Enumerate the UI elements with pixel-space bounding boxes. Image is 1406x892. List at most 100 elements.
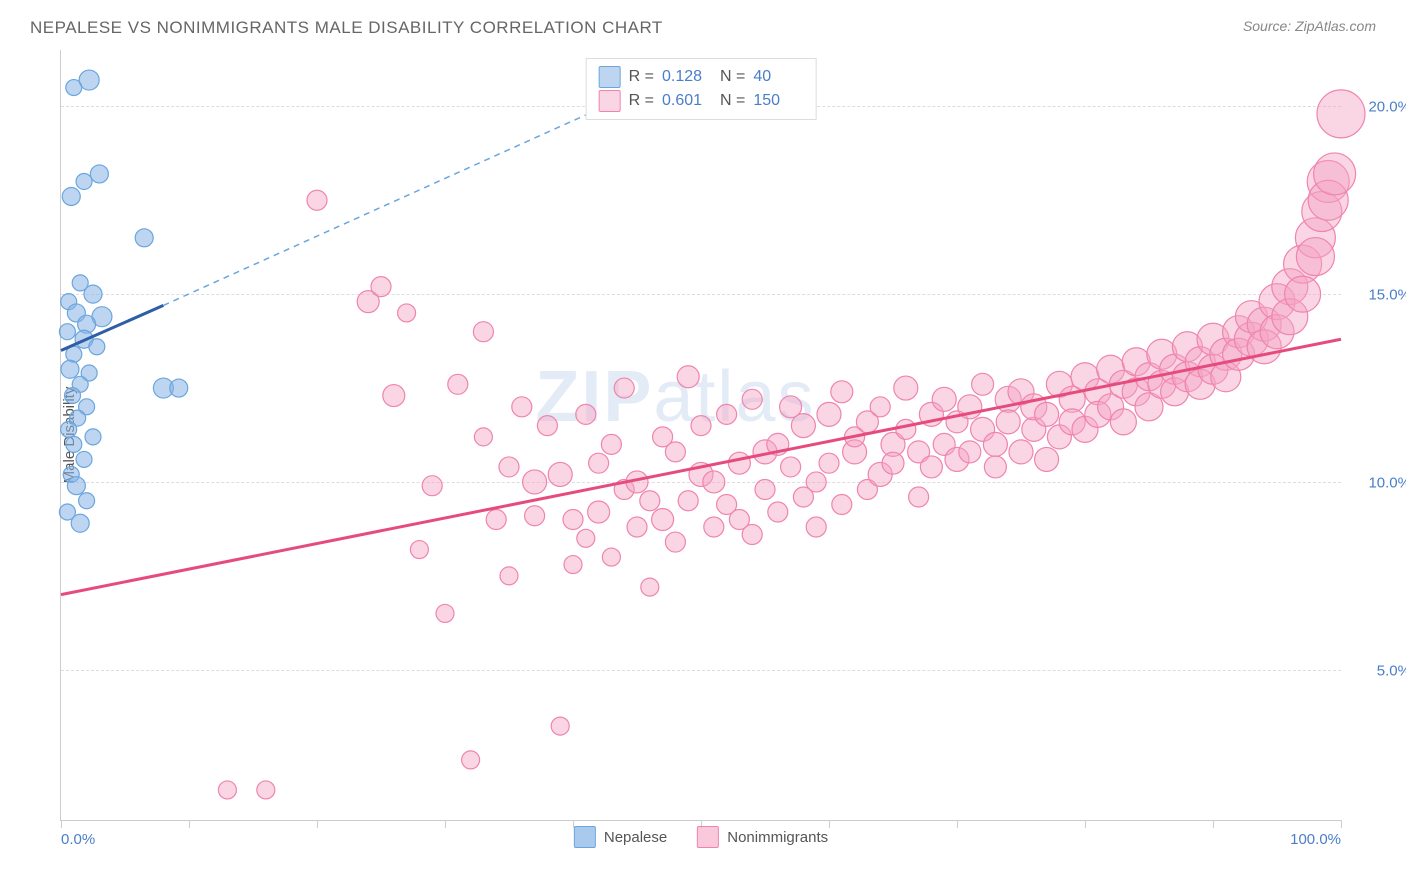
scatter-point (996, 410, 1020, 434)
scatter-point (170, 379, 188, 397)
r-label: R = (629, 89, 654, 113)
scatter-point (665, 442, 685, 462)
scatter-point (1296, 238, 1334, 276)
r-value: 0.601 (662, 89, 712, 113)
scatter-point (65, 388, 81, 404)
scatter-point (677, 366, 699, 388)
scatter-point (564, 556, 582, 574)
scatter-point (371, 277, 391, 297)
scatter-point (66, 80, 82, 96)
scatter-point (768, 502, 788, 522)
scatter-point (500, 567, 518, 585)
n-label: N = (720, 65, 745, 89)
scatter-point (512, 397, 532, 417)
scatter-point (678, 491, 698, 511)
n-value: 40 (753, 65, 803, 89)
scatter-point (983, 432, 1007, 456)
scatter-point (791, 414, 815, 438)
scatter-point (1035, 447, 1059, 471)
scatter-point (817, 402, 841, 426)
scatter-point (588, 501, 610, 523)
x-tick (1085, 820, 1086, 828)
legend-swatch (574, 826, 596, 848)
legend-label: Nepalese (604, 829, 667, 846)
scatter-point (665, 532, 685, 552)
scatter-point (218, 781, 236, 799)
scatter-point (703, 471, 725, 493)
scatter-point (89, 339, 105, 355)
stats-row: R = 0.601 N = 150 (599, 89, 804, 113)
x-tick (317, 820, 318, 828)
x-tick (1213, 820, 1214, 828)
legend-item: Nepalese (574, 826, 667, 848)
scatter-point (614, 378, 634, 398)
scatter-point (473, 322, 493, 342)
scatter-point (920, 456, 942, 478)
scatter-point (62, 187, 80, 205)
scatter-point (1009, 440, 1033, 464)
scatter-point (870, 397, 890, 417)
x-tick (445, 820, 446, 828)
n-label: N = (720, 89, 745, 113)
scatter-point (806, 472, 826, 492)
scatter-point (627, 517, 647, 537)
scatter-point (436, 604, 454, 622)
scatter-point (79, 493, 95, 509)
source-label: Source: (1243, 18, 1295, 34)
scatter-point (61, 360, 79, 378)
scatter-point (641, 578, 659, 596)
x-axis-label-max: 100.0% (1290, 831, 1341, 848)
x-tick (829, 820, 830, 828)
scatter-point (742, 389, 762, 409)
scatter-point (640, 491, 660, 511)
scatter-point (66, 436, 82, 452)
y-tick-label: 5.0% (1351, 662, 1406, 679)
scatter-point (832, 494, 852, 514)
scatter-point (474, 428, 492, 446)
scatter-point (806, 517, 826, 537)
scatter-point (67, 477, 85, 495)
scatter-point (499, 457, 519, 477)
scatter-point (894, 376, 918, 400)
scatter-point (932, 387, 956, 411)
y-tick-label: 15.0% (1351, 287, 1406, 304)
stats-row: R = 0.128 N = 40 (599, 65, 804, 89)
source-attribution: Source: ZipAtlas.com (1243, 18, 1376, 34)
scatter-point (462, 751, 480, 769)
r-value: 0.128 (662, 65, 712, 89)
x-axis-label-min: 0.0% (61, 831, 95, 848)
stats-legend-box: R = 0.128 N = 40 R = 0.601 N = 150 (586, 58, 817, 120)
scatter-point (563, 510, 583, 530)
scatter-point (728, 452, 750, 474)
scatter-point (410, 541, 428, 559)
scatter-point (896, 419, 916, 439)
scatter-point (537, 416, 557, 436)
scatter-point (819, 453, 839, 473)
scatter-point (76, 173, 92, 189)
scatter-point (525, 506, 545, 526)
scatter-point (704, 517, 724, 537)
stats-swatch (599, 66, 621, 88)
r-label: R = (629, 65, 654, 89)
scatter-point (59, 324, 75, 340)
legend-item: Nonimmigrants (697, 826, 828, 848)
scatter-point (61, 421, 77, 437)
scatter-point (84, 285, 102, 303)
scatter-point (1110, 409, 1136, 435)
stats-swatch (599, 90, 621, 112)
legend-swatch (697, 826, 719, 848)
x-tick (189, 820, 190, 828)
scatter-point (909, 487, 929, 507)
scatter-point (383, 385, 405, 407)
scatter-point (589, 453, 609, 473)
scatter-point (523, 470, 547, 494)
scatter-point (717, 404, 737, 424)
scatter-point (90, 165, 108, 183)
scatter-point (882, 452, 904, 474)
scatter-point (577, 529, 595, 547)
n-value: 150 (753, 89, 803, 113)
chart-plot-area: ZIPatlas Male Disability 5.0%10.0%15.0%2… (60, 50, 1341, 821)
scatter-point (422, 476, 442, 496)
legend: Nepalese Nonimmigrants (574, 826, 828, 848)
legend-label: Nonimmigrants (727, 829, 828, 846)
